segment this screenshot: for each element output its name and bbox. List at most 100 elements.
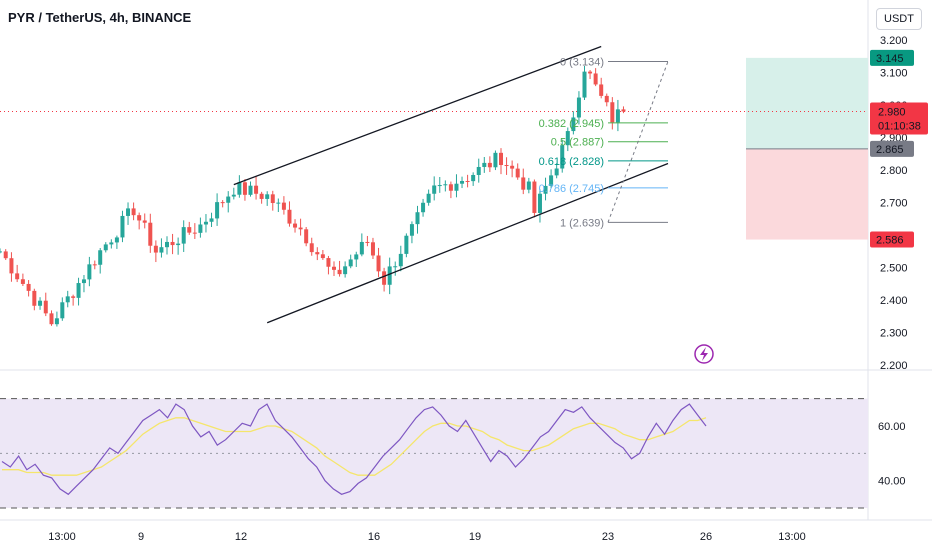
candle-body: [131, 208, 136, 216]
candle-body: [398, 253, 403, 267]
candle-body: [526, 181, 531, 190]
candle-body: [387, 266, 392, 285]
candle-body: [60, 302, 65, 319]
candle-body: [593, 73, 598, 85]
candle-body: [448, 184, 453, 191]
stop-price-label-bg: [870, 231, 914, 248]
position-target-zone: [746, 57, 868, 149]
last-price-label: 2.980: [878, 107, 906, 119]
candle-body: [0, 251, 2, 253]
candle-body: [359, 241, 364, 255]
candle-body: [465, 180, 470, 182]
price-axis-tick: 2.700: [880, 198, 908, 210]
fib-level-label: 0.618 (2.828): [539, 156, 604, 168]
candle-body: [376, 255, 381, 272]
candle-body: [354, 254, 359, 260]
lightning-bolt-icon: [694, 344, 714, 364]
candle-body: [203, 221, 208, 225]
candle-body: [126, 208, 131, 216]
candle-body: [521, 177, 526, 190]
candle-body: [237, 182, 242, 195]
candles: [0, 65, 626, 327]
candle-body: [332, 266, 336, 270]
entry-price-label: 2.865: [876, 144, 904, 156]
candle-body: [49, 313, 54, 325]
fib-level-label: 0 (3.134): [560, 56, 604, 68]
candle-body: [504, 165, 509, 167]
candle-body: [26, 283, 31, 291]
candle-body: [98, 250, 103, 265]
event-icon-bolt: [700, 347, 708, 361]
price-axis-tick: 3.100: [880, 68, 908, 80]
target-price-label-bg: [870, 49, 914, 66]
candle-body: [114, 237, 119, 243]
candle-body: [621, 109, 626, 112]
channel-lower-line: [266, 162, 669, 324]
candle-body: [153, 245, 158, 253]
stop-price-label: 2.586: [876, 235, 904, 247]
position-stop-zone: [746, 148, 868, 240]
candle-body: [426, 193, 431, 203]
candle-body: [120, 215, 125, 238]
fib-trend-line: [607, 61, 669, 223]
candle-body: [181, 227, 186, 244]
candle-body: [365, 241, 370, 243]
candle-body: [576, 97, 581, 118]
time-axis-tick: 16: [368, 531, 380, 543]
symbol-title[interactable]: PYR / TetherUS, 4h, BINANCE: [8, 10, 192, 25]
candle-body: [537, 193, 542, 213]
candle-body: [582, 71, 587, 98]
price-axis-tick: 2.200: [880, 360, 908, 372]
fib-level-label: 0.786 (2.745): [539, 183, 604, 195]
candle-body: [71, 296, 76, 298]
candle-body: [370, 242, 375, 256]
candle-body: [337, 269, 342, 275]
time-axis-tick: 19: [469, 531, 481, 543]
candle-body: [476, 166, 481, 175]
candle-body: [471, 174, 476, 182]
candle-body: [159, 247, 164, 253]
entry-price-label-bg: [870, 140, 914, 157]
time-axis-tick: 13:00: [48, 531, 76, 543]
candle-body: [515, 168, 520, 178]
candle-body: [76, 283, 81, 298]
candle-body: [343, 266, 348, 275]
candle-body: [43, 300, 48, 314]
candle-body: [65, 296, 70, 303]
price-axis-tick: 2.400: [880, 295, 908, 307]
rsi-axis-tick: 40.00: [878, 476, 906, 488]
candle-body: [148, 222, 153, 246]
time-axis-tick: 23: [602, 531, 614, 543]
candle-body: [560, 145, 565, 169]
price-axis-tick: 2.800: [880, 165, 908, 177]
candle-body: [599, 84, 604, 96]
candle-body: [326, 258, 331, 267]
candle-body: [404, 235, 409, 254]
candle-body: [265, 194, 270, 199]
candle-body: [543, 185, 548, 194]
rsi-line: [1, 403, 707, 496]
candle-body: [259, 193, 264, 199]
candle-body: [92, 264, 97, 266]
countdown-label: 01:10:38: [878, 121, 921, 133]
target-price-label: 3.145: [876, 53, 904, 65]
fib-level-label: 1 (2.639): [560, 217, 604, 229]
candle-body: [165, 241, 169, 248]
time-axis-tick: 12: [235, 531, 247, 543]
candle-body: [242, 182, 247, 195]
candle-body: [615, 109, 620, 123]
candle-body: [81, 279, 86, 284]
candle-body: [103, 244, 108, 251]
candle-body: [109, 242, 114, 245]
candle-body: [32, 290, 37, 306]
time-axis-tick: 9: [138, 531, 144, 543]
candle-body: [298, 227, 303, 230]
currency-button[interactable]: USDT: [876, 8, 922, 30]
candle-body: [3, 251, 8, 259]
candle-body: [215, 202, 220, 219]
candle-body: [549, 175, 554, 186]
candle-body: [226, 196, 231, 203]
candle-body: [209, 218, 214, 222]
price-axis-tick: 2.500: [880, 263, 908, 275]
